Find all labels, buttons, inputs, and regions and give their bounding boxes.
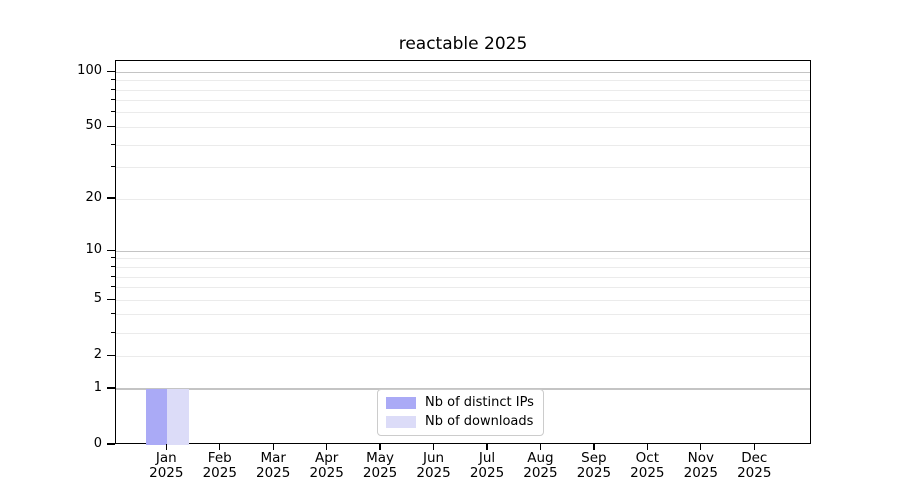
gridline-major [116,250,810,252]
gridline-minor [116,267,810,268]
y-tick-label: 20 [85,190,102,206]
x-tick-label: Mar 2025 [256,450,291,481]
gridline-major [116,71,810,73]
x-tick-label: Jul 2025 [469,450,505,481]
y-axis-minor-tick [111,266,115,267]
gridline-minor [116,287,810,289]
bar-distinct-ips [145,389,168,445]
y-axis-minor-tick [111,99,115,101]
y-axis-minor-tick [111,257,115,259]
x-axis-tick [432,444,435,450]
y-axis-minor-tick [111,79,115,81]
y-axis-minor-tick [111,331,115,333]
gridline-minor [116,299,810,301]
x-axis-tick [646,444,648,450]
y-axis-minor-tick [111,313,115,315]
y-axis-minor-tick [111,166,115,168]
gridline-minor [116,89,810,91]
gridline-minor [116,100,810,102]
y-axis-tick [107,70,115,72]
x-axis-tick [593,444,595,450]
gridline-minor [116,332,810,334]
y-axis-tick [107,387,115,389]
legend-swatch-downloads-icon [386,416,416,428]
y-axis-tick [107,443,115,445]
y-axis-minor-tick [111,354,115,356]
x-tick-label: Oct 2025 [630,450,665,481]
y-tick-label: 1 [93,380,102,395]
legend-item-downloads: Nb of downloads [386,414,534,430]
x-axis-tick [272,444,274,450]
y-tick-label: 50 [85,118,102,134]
plot-area [115,60,811,445]
y-tick-label: 10 [85,242,102,258]
y-axis-minor-tick [111,111,115,113]
legend-label-distinct-ips: Nb of distinct IPs [425,395,534,410]
x-axis-tick [700,444,702,450]
legend-item-distinct-ips: Nb of distinct IPs [386,395,534,411]
x-axis-tick [165,444,167,450]
x-axis-tick [326,444,328,450]
legend-swatch-distinct-ips-icon [386,397,416,409]
gridline-minor [116,276,810,278]
x-axis-tick [486,444,488,450]
x-axis-tick [539,444,542,450]
x-tick-label: Apr 2025 [309,450,344,481]
gridline-minor [116,80,810,82]
x-axis-tick [219,444,221,450]
legend-label-downloads: Nb of downloads [425,414,534,429]
x-tick-label: Nov 2025 [683,450,718,481]
gridline-minor [116,112,810,114]
y-axis-minor-tick [111,298,115,300]
y-tick-label: 2 [93,347,102,363]
x-tick-label: Sep 2025 [576,450,612,481]
x-tick-label: Dec 2025 [737,450,772,481]
x-axis-tick [379,444,381,450]
gridline-minor [116,167,810,169]
y-axis-minor-tick [111,286,115,288]
x-tick-label: Feb 2025 [202,450,237,481]
y-tick-label: 5 [93,291,102,307]
gridline-minor [116,126,810,128]
y-axis-minor-tick [111,275,115,277]
y-axis-minor-tick [111,143,115,145]
gridline-minor [116,355,810,357]
y-axis-minor-tick [111,197,115,199]
y-axis-tick [107,249,115,251]
chart-title: reactable 2025 [398,34,528,54]
y-axis-minor-tick [111,125,115,127]
gridline-minor [116,198,810,200]
gridline-minor [116,314,810,316]
x-tick-label: May 2025 [362,450,398,481]
x-axis-tick [753,444,755,450]
x-tick-label: Jan 2025 [149,450,184,481]
x-tick-label: Aug 2025 [523,450,558,481]
y-axis-minor-tick [111,88,115,90]
y-tick-label: 0 [93,436,102,451]
y-tick-label: 100 [77,63,102,79]
gridline-minor [116,258,810,260]
gridline-minor [116,144,810,146]
bar-downloads [167,389,189,445]
x-tick-label: Jun 2025 [416,450,451,481]
legend: Nb of distinct IPs Nb of downloads [377,389,544,436]
